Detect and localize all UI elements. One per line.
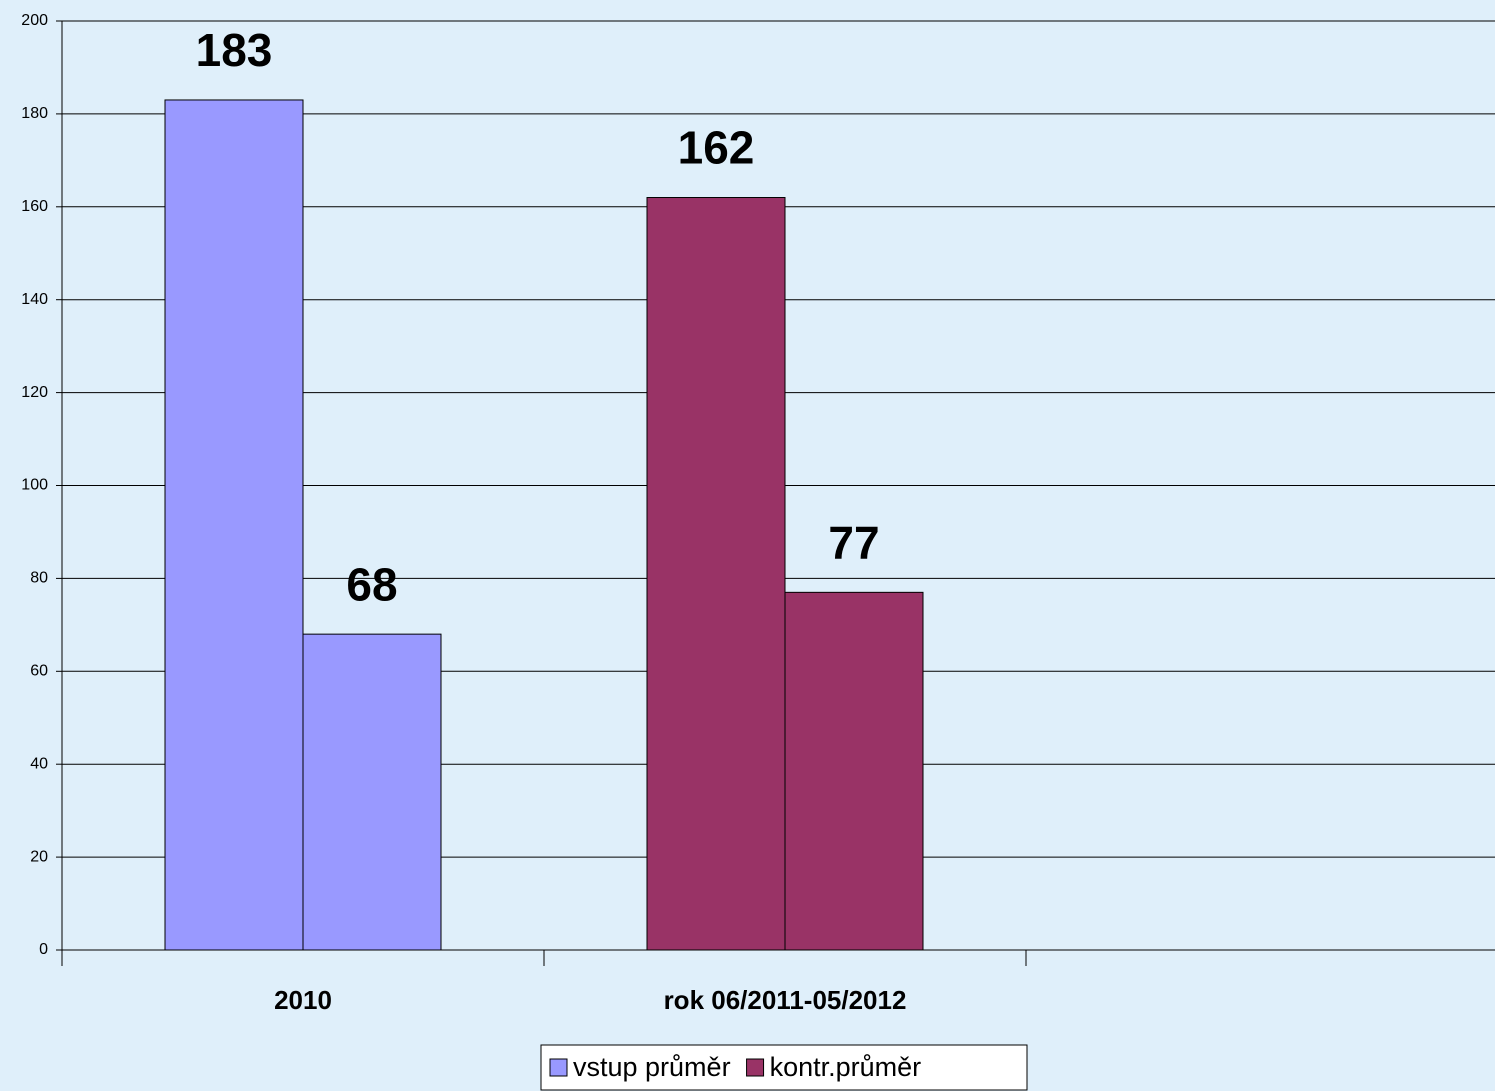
y-tick-label: 60	[30, 663, 48, 680]
y-tick-label: 40	[30, 755, 48, 772]
x-tick-label: 2010	[274, 985, 332, 1015]
data-label: 183	[196, 24, 273, 76]
x-tick-label: rok 06/2011-05/2012	[664, 985, 907, 1015]
legend-label: vstup průměr	[573, 1052, 731, 1082]
data-label: 68	[346, 558, 397, 610]
bar	[646, 197, 786, 951]
y-tick-label: 140	[21, 291, 48, 308]
y-tick-label: 20	[30, 848, 48, 865]
bar	[164, 99, 304, 951]
legend-swatch	[549, 1058, 568, 1077]
data-label: 77	[828, 516, 879, 568]
y-tick-label: 80	[30, 570, 48, 587]
legend-box	[540, 1044, 1028, 1091]
y-tick-label: 100	[21, 477, 48, 494]
data-label: 162	[678, 122, 755, 174]
bar	[784, 591, 924, 951]
legend-label: kontr.průměr	[770, 1052, 922, 1082]
legend: vstup průměr kontr.průměr	[540, 1044, 1028, 1091]
y-tick-label: 200	[21, 12, 48, 29]
legend-swatch	[746, 1058, 765, 1077]
y-tick-label: 120	[21, 384, 48, 401]
bar	[302, 633, 442, 951]
y-tick-label: 160	[21, 198, 48, 215]
y-tick-label: 180	[21, 105, 48, 122]
y-tick-label: 0	[39, 941, 48, 958]
